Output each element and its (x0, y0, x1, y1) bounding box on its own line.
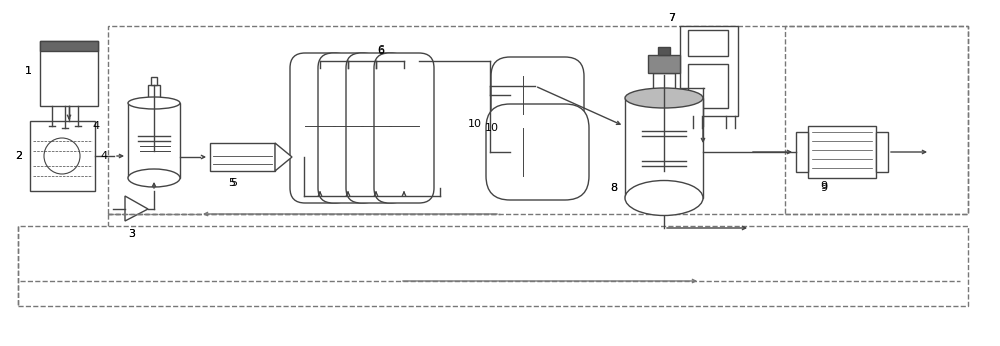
Text: 7: 7 (668, 13, 675, 23)
Bar (688, 30, 728, 56)
Text: 10: 10 (468, 119, 482, 129)
FancyBboxPatch shape (491, 57, 584, 133)
Bar (625, 98, 703, 198)
Text: 9: 9 (820, 183, 827, 193)
Bar (151, 77, 157, 85)
Text: 5: 5 (230, 178, 237, 188)
Bar (785, 26, 968, 214)
Text: 9: 9 (820, 181, 827, 191)
FancyBboxPatch shape (318, 53, 378, 203)
Text: 3: 3 (128, 229, 135, 239)
Bar (648, 55, 680, 73)
Bar (808, 126, 876, 178)
Text: 8: 8 (610, 183, 617, 193)
Bar (653, 73, 675, 98)
Bar (658, 47, 670, 55)
Bar (796, 132, 808, 172)
FancyBboxPatch shape (486, 104, 589, 200)
Bar (876, 132, 888, 172)
Bar (210, 143, 275, 171)
Text: 8: 8 (610, 183, 617, 193)
Bar (680, 26, 738, 116)
Text: 7: 7 (668, 13, 675, 23)
Bar (148, 85, 160, 103)
Bar (40, 41, 98, 106)
Text: 4: 4 (93, 121, 100, 131)
FancyBboxPatch shape (346, 53, 406, 203)
Text: 4: 4 (100, 151, 107, 161)
Bar (108, 26, 968, 214)
Text: 2: 2 (15, 151, 22, 161)
Ellipse shape (625, 88, 703, 108)
Polygon shape (125, 196, 148, 221)
Text: 1: 1 (25, 66, 32, 76)
FancyBboxPatch shape (374, 53, 434, 203)
Text: 6: 6 (377, 45, 384, 55)
Ellipse shape (625, 181, 703, 216)
Ellipse shape (128, 169, 180, 187)
Text: 3: 3 (128, 229, 135, 239)
Text: 5: 5 (228, 178, 235, 188)
Text: 10: 10 (485, 123, 499, 133)
Bar (128, 103, 180, 178)
Bar (40, 41, 98, 51)
FancyBboxPatch shape (290, 53, 350, 203)
Polygon shape (275, 143, 292, 171)
Text: 6: 6 (377, 46, 384, 56)
Bar (292, 151, 304, 163)
Bar (18, 226, 968, 306)
Bar (688, 64, 728, 108)
Ellipse shape (128, 97, 180, 109)
Bar (30, 121, 95, 191)
Text: 1: 1 (25, 66, 32, 76)
Text: 2: 2 (15, 151, 22, 161)
